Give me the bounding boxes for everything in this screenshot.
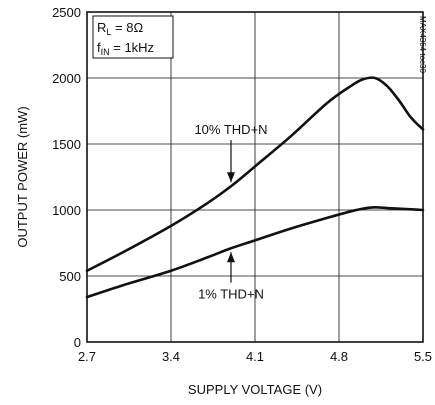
x-tick-label: 4.8	[330, 349, 348, 364]
plot-frame	[86, 11, 424, 343]
grid	[87, 12, 423, 342]
y-axis-label: OUTPUT POWER (mW)	[15, 106, 30, 247]
conditions-box: RL = 8Ω fIN = 1kHz	[92, 15, 174, 59]
annotation-10pct-thdn: 10% THD+N	[194, 122, 268, 183]
annotation-arrow-head	[227, 252, 235, 263]
x-tick-label: 3.4	[162, 349, 180, 364]
series-line-1pct-thdn	[85, 206, 425, 299]
y-tick-label: 2500	[52, 5, 81, 20]
conditions-box-frame	[92, 15, 174, 59]
y-tick-label: 1500	[52, 137, 81, 152]
annotation-label: 10% THD+N	[194, 122, 267, 137]
x-tick-label: 2.7	[78, 349, 96, 364]
x-axis-label: SUPPLY VOLTAGE (V)	[188, 382, 322, 397]
series-group	[85, 76, 425, 299]
series-line-10pct-thdn	[85, 76, 425, 273]
x-tick-label: 5.5	[414, 349, 432, 364]
condition-load: RL = 8Ω	[97, 20, 143, 37]
y-tick-label: 500	[59, 269, 81, 284]
condition-frequency: fIN = 1kHz	[97, 40, 154, 57]
annotation-arrow-head	[227, 172, 235, 183]
watermark-text: MAX4364 toc30	[418, 16, 427, 73]
tick-labels: 2.7 3.4 4.1 4.8 5.5 0 500 1000 1500 2000 2500	[52, 5, 432, 364]
y-tick-label: 0	[74, 335, 81, 350]
annotation-1pct-thdn: 1% THD+N	[198, 252, 264, 302]
x-tick-label: 4.1	[246, 349, 264, 364]
y-tick-label: 1000	[52, 203, 81, 218]
y-tick-label: 2000	[52, 71, 81, 86]
annotation-label: 1% THD+N	[198, 287, 264, 302]
annotations: 10% THD+N 1% THD+N	[194, 122, 267, 302]
